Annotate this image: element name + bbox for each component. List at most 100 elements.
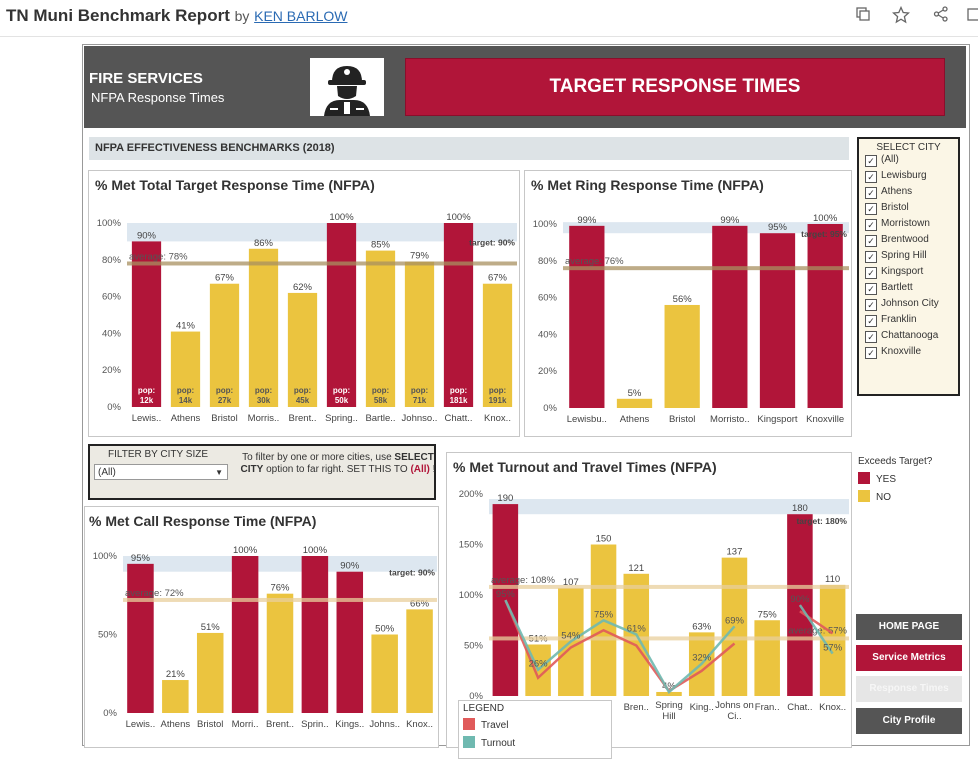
bar xyxy=(404,261,435,407)
bar-value-label: 107 xyxy=(563,577,579,588)
checkbox-icon[interactable]: ✓ xyxy=(865,267,877,279)
y-tick-label: 80% xyxy=(538,256,558,267)
bar-value-label: 56% xyxy=(673,294,693,305)
pop-prefix-label: pop: xyxy=(411,386,428,395)
bar-value-label: 79% xyxy=(410,251,430,262)
city-option[interactable]: ✓ Bristol xyxy=(865,201,958,217)
select-city-filter: SELECT CITY ✓ (All) ✓ Lewisburg ✓ Athens ✓ Bris… xyxy=(857,137,960,396)
bar xyxy=(231,556,259,713)
bar xyxy=(365,250,396,407)
pop-value-label: 181k xyxy=(450,396,468,405)
city-option[interactable]: ✓ Knoxville xyxy=(865,345,958,361)
city-option[interactable]: ✓ Kingsport xyxy=(865,265,958,281)
checkbox-icon[interactable]: ✓ xyxy=(865,331,877,343)
x-tick-label: Kingsport xyxy=(757,414,797,425)
target-response-times-button[interactable]: TARGET RESPONSE TIMES xyxy=(405,58,945,116)
average-label: average: 76% xyxy=(565,256,624,267)
turnout-legend: LEGEND Travel Turnout xyxy=(458,700,612,759)
x-tick-label: Chat.. xyxy=(787,702,812,713)
checkbox-icon[interactable]: ✓ xyxy=(865,219,877,231)
point-value-label: 54% xyxy=(561,630,581,641)
copy-icon[interactable] xyxy=(852,6,874,28)
home-page-button[interactable]: HOME PAGE xyxy=(856,614,962,640)
chart-turnout-title: % Met Turnout and Travel Times (NFPA) xyxy=(453,459,717,475)
pop-prefix-label: pop: xyxy=(450,386,467,395)
city-size-value: (All) xyxy=(98,467,116,478)
author-link[interactable]: KEN BARLOW xyxy=(254,8,348,24)
point-value-label: 61% xyxy=(627,623,647,634)
city-option[interactable]: ✓ Johnson City xyxy=(865,297,958,313)
checkbox-icon[interactable]: ✓ xyxy=(865,299,877,311)
bar xyxy=(266,593,294,713)
bar-value-label: 67% xyxy=(215,273,235,284)
chart-ring-panel: % Met Ring Response Time (NFPA) 0% 20% 40%… xyxy=(524,170,852,437)
star-icon[interactable] xyxy=(890,5,912,28)
city-option[interactable]: ✓ Athens xyxy=(865,185,958,201)
service-metrics-button[interactable]: Service Metrics xyxy=(856,645,962,671)
chart-call-title: % Met Call Response Time (NFPA) xyxy=(89,513,317,529)
y-tick-label: 60% xyxy=(102,292,122,303)
city-option[interactable]: ✓ (All) xyxy=(865,153,958,169)
pop-value-label: 191k xyxy=(489,396,507,405)
bar xyxy=(301,556,329,713)
pop-value-label: 12k xyxy=(140,396,154,405)
city-option[interactable]: ✓ Lewisburg xyxy=(865,169,958,185)
city-option[interactable]: ✓ Morristown xyxy=(865,217,958,233)
x-tick-label: Sprin.. xyxy=(301,719,328,730)
city-option[interactable]: ✓ Spring Hill xyxy=(865,249,958,265)
checkbox-icon[interactable]: ✓ xyxy=(865,203,877,215)
city-option[interactable]: ✓ Bartlett xyxy=(865,281,958,297)
bar-value-label: 62% xyxy=(293,282,313,293)
download-icon[interactable] xyxy=(966,6,978,28)
bar xyxy=(616,398,653,408)
target-label: target: 180% xyxy=(796,516,847,526)
bar xyxy=(371,634,398,713)
legend-no: NO xyxy=(858,490,932,503)
x-tick-label: Knox.. xyxy=(406,719,433,730)
pop-prefix-label: pop: xyxy=(333,386,350,395)
response-times-button[interactable]: Response Times xyxy=(856,676,962,702)
checkbox-icon[interactable]: ✓ xyxy=(865,171,877,183)
bar xyxy=(248,248,279,407)
x-tick-label: Johns on xyxy=(715,700,754,711)
x-tick-label: Knox.. xyxy=(819,702,846,713)
legend-yes-label: YES xyxy=(876,474,897,485)
target-label: target: 90% xyxy=(389,568,435,578)
bar xyxy=(807,224,843,408)
bar-value-label: 180 xyxy=(792,503,808,514)
bar xyxy=(287,292,318,407)
bar xyxy=(492,504,519,696)
city-option[interactable]: ✓ Brentwood xyxy=(865,233,958,249)
checkbox-icon[interactable]: ✓ xyxy=(865,283,877,295)
city-size-dropdown[interactable]: (All) ▼ xyxy=(94,464,228,480)
checkbox-icon[interactable]: ✓ xyxy=(865,251,877,263)
bar-value-label: 137 xyxy=(727,547,743,558)
checkbox-icon[interactable]: ✓ xyxy=(865,235,877,247)
x-tick-label: Morristo.. xyxy=(710,414,750,425)
filter-by-city-size: FILTER BY CITY SIZE (All) ▼ To filter by… xyxy=(88,444,436,500)
bar-value-label: 99% xyxy=(577,215,597,226)
average-line-2 xyxy=(489,636,849,641)
legend-travel-label: Travel xyxy=(481,720,509,731)
help-text-end: ! xyxy=(432,464,436,475)
y-tick-label: 50% xyxy=(464,641,484,652)
bar xyxy=(170,331,201,407)
share-icon[interactable] xyxy=(930,6,952,28)
city-profile-button[interactable]: City Profile xyxy=(856,708,962,734)
y-tick-label: 200% xyxy=(459,489,484,500)
point-value-label: 69% xyxy=(725,615,745,626)
bar-value-label: 121 xyxy=(628,563,644,574)
city-option[interactable]: ✓ Chattanooga xyxy=(865,329,958,345)
checkbox-icon[interactable]: ✓ xyxy=(865,155,877,167)
pop-prefix-label: pop: xyxy=(138,386,155,395)
y-tick-label: 20% xyxy=(102,365,122,376)
checkbox-icon[interactable]: ✓ xyxy=(865,315,877,327)
chart-ring-title: % Met Ring Response Time (NFPA) xyxy=(531,177,764,193)
x-tick-label: Athens xyxy=(161,719,191,730)
checkbox-icon[interactable]: ✓ xyxy=(865,187,877,199)
help-text-2: option to far right. SET THIS TO xyxy=(266,464,408,475)
city-option[interactable]: ✓ Franklin xyxy=(865,313,958,329)
checkbox-icon[interactable]: ✓ xyxy=(865,347,877,359)
section-title: NFPA EFFECTIVENESS BENCHMARKS (2018) xyxy=(89,137,849,160)
bar-value-label: 100% xyxy=(813,213,838,224)
